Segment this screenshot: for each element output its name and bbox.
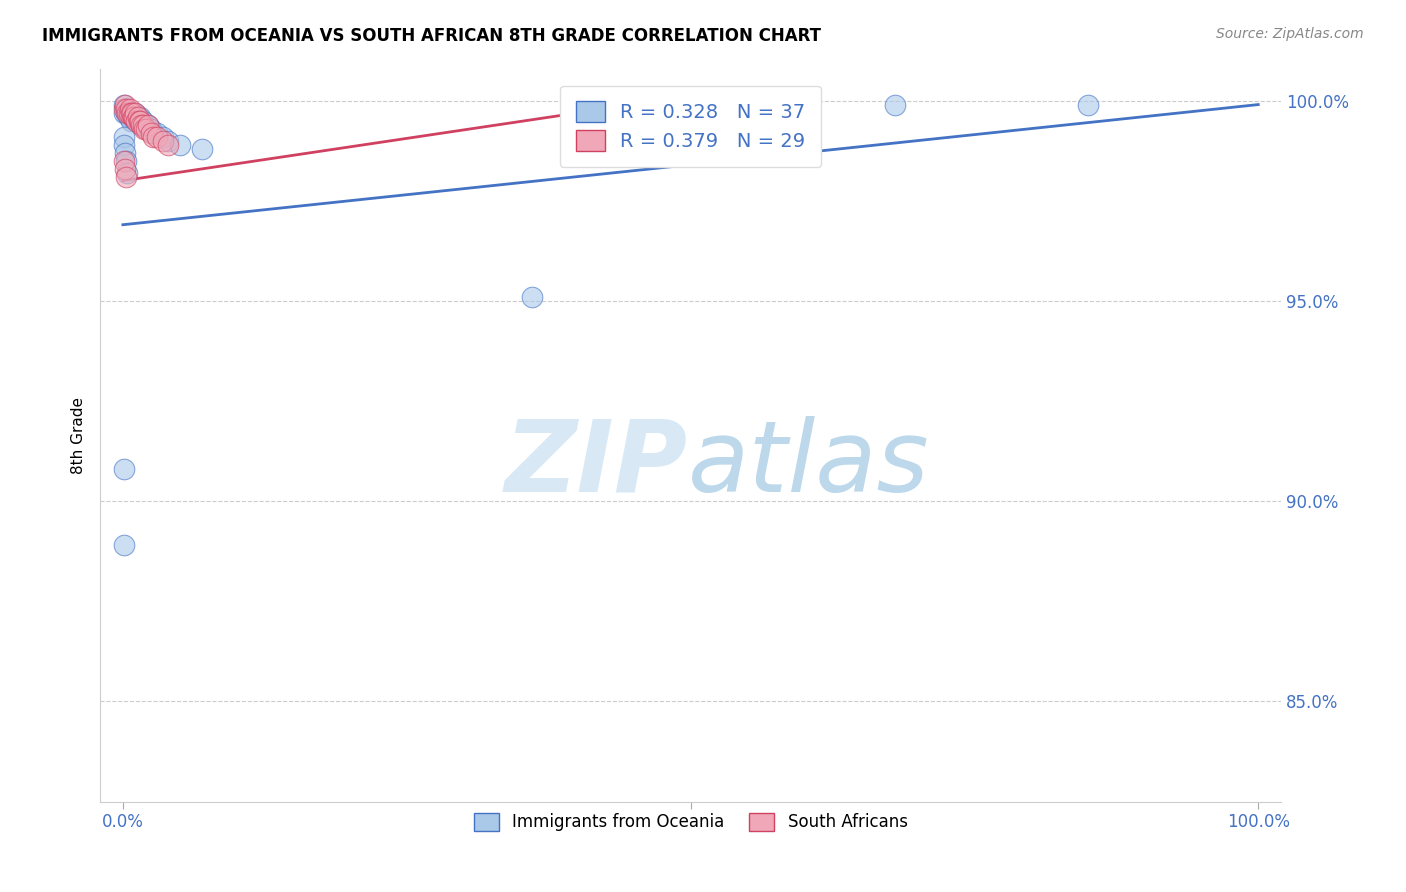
Point [117, 105, 139, 120]
Point [169, 137, 191, 152]
Text: IMMIGRANTS FROM OCEANIA VS SOUTH AFRICAN 8TH GRADE CORRELATION CHART: IMMIGRANTS FROM OCEANIA VS SOUTH AFRICAN… [42, 27, 821, 45]
Point [883, 97, 905, 112]
Point [146, 129, 169, 144]
Point [132, 113, 155, 128]
Point [118, 105, 141, 120]
Point [112, 153, 135, 168]
Point [114, 145, 136, 160]
Legend: Immigrants from Oceania, South Africans: Immigrants from Oceania, South Africans [460, 799, 921, 845]
Point [124, 105, 146, 120]
Text: ZIP: ZIP [505, 416, 688, 513]
Point [112, 102, 135, 116]
Point [120, 113, 142, 128]
Point [115, 153, 138, 168]
Point [122, 105, 145, 120]
Point [132, 118, 155, 132]
Point [125, 113, 148, 128]
Point [129, 118, 152, 132]
Point [135, 121, 157, 136]
Point [157, 137, 180, 152]
Point [112, 97, 135, 112]
Point [112, 105, 135, 120]
Point [146, 126, 169, 140]
Point [127, 110, 149, 124]
Point [152, 134, 174, 148]
Point [128, 110, 150, 124]
Y-axis label: 8th Grade: 8th Grade [72, 397, 86, 474]
Point [125, 113, 148, 128]
Point [1077, 97, 1099, 112]
Point [191, 142, 214, 156]
Point [112, 538, 135, 552]
Point [135, 118, 157, 132]
Point [117, 166, 139, 180]
Point [122, 110, 145, 124]
Point [124, 105, 146, 120]
Point [112, 137, 135, 152]
Point [128, 113, 150, 128]
Point [115, 169, 138, 184]
Point [114, 102, 136, 116]
Point [117, 105, 139, 120]
Point [121, 110, 143, 124]
Point [142, 126, 165, 140]
Point [141, 126, 163, 140]
Point [134, 121, 156, 136]
Point [520, 290, 543, 304]
Point [136, 118, 159, 132]
Point [157, 134, 180, 148]
Point [136, 118, 159, 132]
Point [112, 129, 135, 144]
Point [114, 161, 136, 176]
Point [117, 110, 139, 124]
Point [118, 102, 141, 116]
Point [112, 462, 135, 476]
Point [589, 102, 612, 116]
Point [120, 105, 142, 120]
Point [121, 105, 143, 120]
Point [115, 105, 138, 120]
Point [117, 102, 139, 116]
Point [114, 97, 136, 112]
Point [152, 129, 174, 144]
Point [142, 129, 165, 144]
Point [115, 102, 138, 116]
Point [128, 113, 150, 128]
Point [129, 118, 152, 132]
Point [141, 121, 163, 136]
Point [122, 110, 145, 124]
Text: atlas: atlas [688, 416, 929, 513]
Point [122, 110, 145, 124]
Text: Source: ZipAtlas.com: Source: ZipAtlas.com [1216, 27, 1364, 41]
Point [128, 113, 150, 128]
Point [127, 110, 149, 124]
